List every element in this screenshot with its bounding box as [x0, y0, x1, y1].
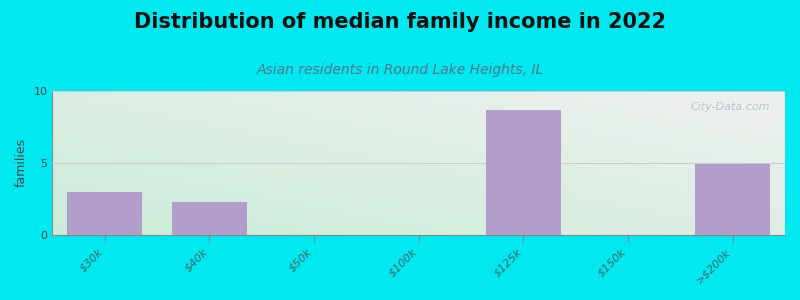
Bar [67, 192, 142, 235]
Text: Asian residents in Round Lake Heights, IL: Asian residents in Round Lake Heights, I… [256, 63, 544, 77]
Bar [172, 202, 247, 235]
Text: City-Data.com: City-Data.com [691, 103, 770, 112]
Bar [486, 110, 561, 235]
Y-axis label: families: families [15, 138, 28, 188]
Bar [695, 164, 770, 235]
Text: Distribution of median family income in 2022: Distribution of median family income in … [134, 12, 666, 32]
